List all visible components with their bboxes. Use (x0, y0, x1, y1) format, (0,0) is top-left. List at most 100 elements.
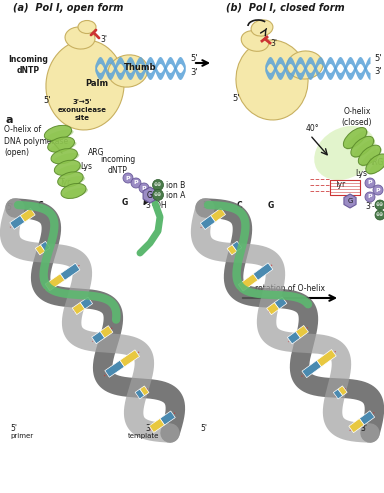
Text: 3': 3' (100, 35, 107, 43)
Ellipse shape (361, 148, 382, 166)
Text: Lys: Lys (355, 169, 367, 178)
Text: ⊕⊕: ⊕⊕ (376, 203, 384, 208)
Ellipse shape (287, 51, 323, 79)
Polygon shape (80, 297, 93, 309)
Text: Lys: Lys (80, 162, 92, 171)
Ellipse shape (61, 183, 86, 199)
Text: 3': 3' (360, 424, 367, 433)
Text: 5': 5' (232, 94, 240, 103)
Polygon shape (287, 331, 300, 344)
Ellipse shape (56, 165, 82, 175)
Text: P: P (126, 176, 130, 180)
Ellipse shape (251, 20, 273, 36)
Ellipse shape (351, 137, 374, 157)
Polygon shape (149, 419, 164, 432)
Text: primer: primer (10, 433, 33, 439)
Circle shape (373, 185, 383, 195)
Ellipse shape (108, 55, 148, 87)
Text: G: G (268, 201, 274, 210)
Text: G: G (347, 198, 353, 204)
Text: ARG: ARG (368, 158, 384, 167)
Ellipse shape (50, 141, 76, 152)
Polygon shape (72, 303, 85, 315)
Ellipse shape (46, 130, 74, 141)
Text: ion A: ion A (166, 190, 185, 200)
Text: 3': 3' (190, 68, 198, 77)
Polygon shape (92, 331, 104, 344)
Polygon shape (40, 242, 50, 251)
Polygon shape (160, 411, 175, 425)
Text: ⊕⊕: ⊕⊕ (154, 192, 162, 198)
Text: Palm: Palm (85, 78, 109, 87)
Text: ARG: ARG (88, 148, 104, 157)
Polygon shape (210, 208, 225, 222)
Polygon shape (266, 303, 279, 315)
Text: 5': 5' (190, 54, 197, 63)
Text: 5': 5' (10, 424, 17, 433)
Text: incoming
dNTP: incoming dNTP (100, 155, 136, 175)
Circle shape (123, 173, 133, 183)
Polygon shape (135, 389, 144, 399)
Text: G: G (122, 198, 128, 207)
Polygon shape (120, 350, 139, 367)
Ellipse shape (236, 40, 308, 120)
Polygon shape (232, 241, 242, 251)
Circle shape (131, 178, 141, 188)
Text: ⊕⊕: ⊕⊕ (154, 182, 162, 187)
Polygon shape (253, 263, 273, 280)
Polygon shape (302, 360, 321, 378)
Polygon shape (100, 326, 113, 338)
Polygon shape (10, 215, 25, 229)
Text: P: P (368, 180, 372, 185)
Text: ⊕⊕: ⊕⊕ (376, 212, 384, 217)
Text: P: P (368, 195, 372, 200)
Circle shape (365, 192, 375, 202)
Ellipse shape (46, 40, 124, 130)
Polygon shape (227, 245, 237, 255)
Text: 3'-OH: 3'-OH (145, 201, 167, 210)
Polygon shape (238, 274, 258, 291)
Text: C: C (38, 201, 44, 210)
Text: 3': 3' (270, 38, 277, 47)
Text: 5': 5' (6, 204, 13, 212)
Bar (330, 180, 360, 195)
Text: 3'-OH: 3'-OH (365, 202, 384, 211)
Ellipse shape (45, 125, 72, 141)
Text: O-helix of
DNA polymerase
(open): O-helix of DNA polymerase (open) (4, 125, 68, 157)
Text: G: G (147, 190, 153, 200)
Polygon shape (317, 350, 336, 367)
Ellipse shape (368, 157, 384, 175)
Polygon shape (35, 245, 45, 255)
Text: P: P (134, 180, 138, 185)
Polygon shape (359, 411, 375, 425)
Text: 3': 3' (374, 67, 382, 76)
Polygon shape (349, 419, 364, 433)
Ellipse shape (48, 137, 74, 152)
Polygon shape (20, 209, 35, 222)
Circle shape (152, 179, 164, 190)
Polygon shape (140, 386, 149, 396)
Text: C: C (237, 201, 243, 210)
Text: 5': 5' (202, 201, 209, 210)
Text: Tyr: Tyr (60, 178, 71, 187)
Text: a: a (6, 115, 13, 125)
Circle shape (152, 189, 164, 201)
Text: 5': 5' (374, 54, 381, 63)
Circle shape (375, 200, 384, 210)
Polygon shape (333, 389, 343, 399)
Text: 3'→5'
exonuclease
site: 3'→5' exonuclease site (58, 100, 106, 120)
Ellipse shape (366, 154, 384, 174)
Text: (a)  Pol I, open form: (a) Pol I, open form (13, 3, 123, 13)
Polygon shape (60, 263, 80, 281)
Ellipse shape (55, 160, 80, 176)
Text: Incoming
dNTP: Incoming dNTP (8, 55, 48, 75)
Polygon shape (105, 360, 124, 377)
Text: 5': 5' (200, 424, 207, 433)
Ellipse shape (63, 188, 88, 198)
Text: P: P (376, 187, 380, 192)
Text: 3': 3' (145, 424, 152, 433)
Text: 40°: 40° (306, 124, 319, 133)
Polygon shape (338, 386, 347, 396)
Polygon shape (45, 274, 65, 291)
Text: Thumb: Thumb (124, 64, 156, 72)
